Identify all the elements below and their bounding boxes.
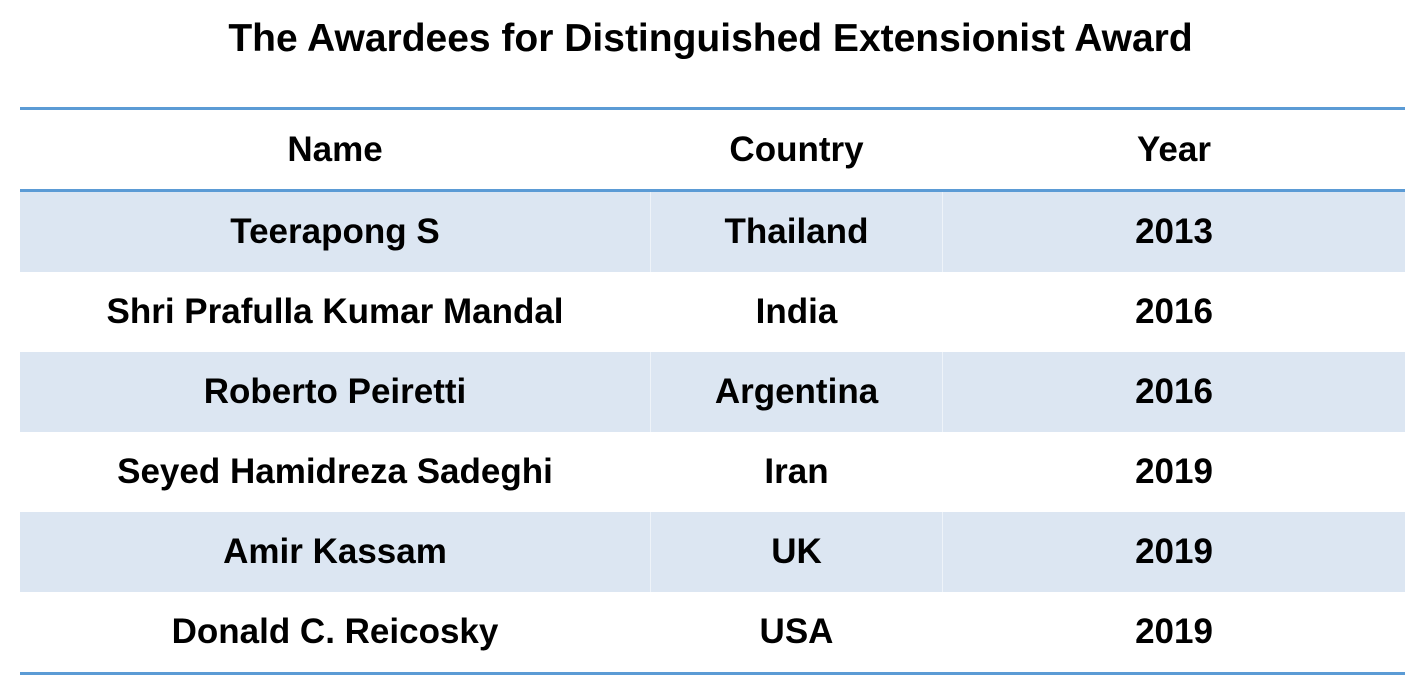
table-cell: Seyed Hamidreza Sadeghi	[117, 452, 553, 491]
column-header: Country	[729, 129, 864, 169]
table-cell: Iran	[764, 452, 829, 491]
table-row: Donald C. Reicosky USA 2019	[20, 592, 1405, 672]
table-cell: 2019	[1135, 532, 1213, 571]
table-row: Seyed Hamidreza Sadeghi Iran 2019	[20, 432, 1405, 512]
column-header: Name	[287, 129, 383, 169]
table-cell: Roberto Peiretti	[203, 372, 467, 411]
table-cell: Amir Kassam	[223, 532, 447, 571]
table: Name Country Year Teerapong S Thailand 201…	[20, 107, 1405, 675]
table-cell: Argentina	[650, 352, 943, 432]
table-cell: Donald C. Reicosky	[171, 612, 499, 651]
table-cell: India	[755, 292, 838, 331]
column-header: Year	[1137, 129, 1211, 169]
table-cell: Thailand	[650, 192, 943, 272]
title: The Awardees for Distinguished Extension…	[228, 17, 1193, 60]
table-cell: 2019	[1135, 452, 1213, 491]
table-cell: USA	[759, 612, 834, 651]
table-cell: 2019	[1135, 612, 1213, 651]
table-row: Amir Kassam UK 2019	[20, 512, 1405, 592]
table-row: Roberto Peiretti Argentina 2016	[20, 352, 1405, 432]
table-cell: Teerapong S	[230, 212, 440, 251]
table-row: Teerapong S Thailand 2013	[20, 192, 1405, 272]
table-cell: UK	[650, 512, 943, 592]
table-cell: 2016	[1135, 372, 1213, 411]
table-row: Shri Prafulla Kumar Mandal India 2016	[20, 272, 1405, 352]
table-cell: 2013	[1135, 212, 1213, 251]
table-cell: 2016	[1135, 292, 1213, 331]
table-cell: Shri Prafulla Kumar Mandal	[106, 292, 564, 331]
header-row: Name Country Year	[20, 110, 1405, 192]
